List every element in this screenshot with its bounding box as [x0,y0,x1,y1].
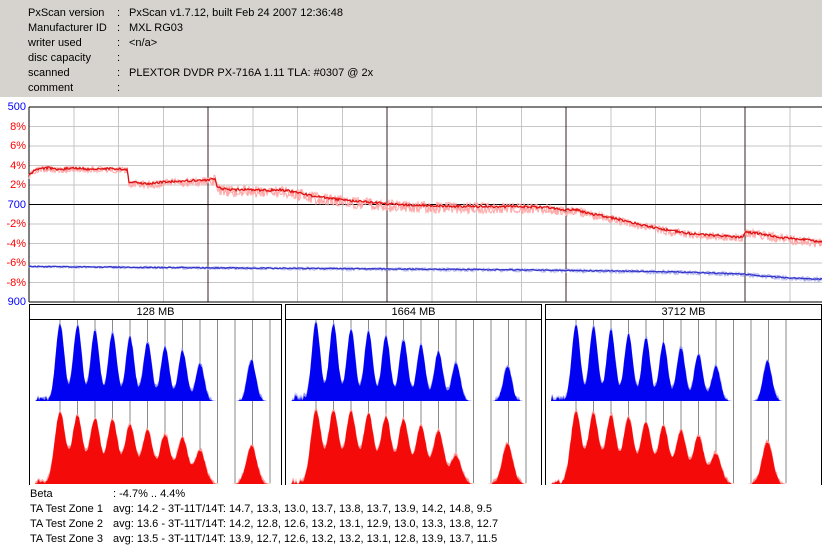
stats-row: TA Test Zone 3 avg: 13.5 - 3T-11T/14T: 13… [0,533,822,548]
y-axis-label: 2% [10,179,26,191]
info-label: disc capacity [28,52,91,64]
y-axis-label: -2% [6,218,26,230]
stats-value: avg: 13.5 - 3T-11T/14T: 13.9, 12.7, 12.6… [113,533,498,545]
hist-red-1 [288,410,540,484]
y-axis-label: 900 [7,296,26,308]
y-axis-label: 8% [10,120,26,133]
y-axis-label: -8% [6,276,26,289]
info-row: PxScan version: PxScan v1.7.12, built Feb… [0,7,822,22]
stats-value: avg: 13.6 - 3T-11T/14T: 14.2, 12.8, 12.6… [113,518,499,530]
stats-label: TA Test Zone 2 [30,518,103,530]
y-axis-label: 500 [7,101,26,113]
stats-label: TA Test Zone 1 [30,503,103,515]
info-row: Manufacturer ID: MXL RG03 [0,22,822,37]
info-row: scanned: PLEXTOR DVDR PX-716A 1.11 TLA: #… [0,67,822,82]
histogram-panel-header: 128 MB [29,304,282,320]
stats-row: TA Test Zone 1 avg: 14.2 - 3T-11T/14T: 14… [0,503,822,518]
info-row: comment: [0,82,822,97]
info-colon: : [117,52,121,64]
stats-label: TA Test Zone 3 [30,533,103,545]
info-colon: : [117,82,121,94]
stats-row: Beta : -4.7% .. 4.4% [0,488,822,503]
hist-red-2 [548,411,820,484]
histogram-panel-header: 3712 MB [545,304,822,320]
info-label: scanned [28,67,70,79]
summary-stats: Beta : -4.7% .. 4.4% TA Test Zone 1 avg: 14… [0,488,822,548]
stats-value: avg: 14.2 - 3T-11T/14T: 14.7, 13.3, 13.0… [113,503,492,515]
stats-value: : -4.7% .. 4.4% [113,488,186,500]
info-colon: : [117,7,121,19]
info-colon: : [117,22,121,34]
info-colon: : [117,37,121,49]
histogram-panel-header: 1664 MB [285,304,542,320]
beta-trace-fuzz [28,164,822,248]
hist-red-0 [32,412,280,484]
y-axis-label: 6% [10,140,26,152]
hist-blue-0 [32,323,280,401]
secondary-trace-core [28,265,822,281]
info-row: disc capacity: [0,52,822,67]
info-label: comment [28,82,74,94]
info-value: PxScan v1.7.12, built Feb 24 2007 12:36:… [129,7,344,19]
info-value: <n/a> [129,37,158,49]
hist-blue-1 [288,322,540,401]
y-axis-label: 4% [10,159,26,172]
scan-info-panel: PxScan version: PxScan v1.7.12, built Feb… [0,0,822,97]
hist-blue-2 [548,325,820,401]
y-axis-label: -6% [6,257,26,269]
info-value: PLEXTOR DVDR PX-716A 1.11 TLA: #0307 @ 2… [129,67,374,79]
stats-label: Beta [30,488,53,500]
y-axis-label: -4% [6,237,26,250]
info-label: Manufacturer ID [28,22,107,34]
info-value: MXL RG03 [129,22,184,34]
stats-row: TA Test Zone 2 avg: 13.6 - 3T-11T/14T: 14… [0,518,822,533]
beta-trace-core [28,166,822,244]
info-label: writer used [28,37,82,49]
info-colon: : [117,67,121,79]
info-label: PxScan version [28,7,105,19]
info-row: writer used: <n/a> [0,37,822,52]
y-axis-label: 700 [7,198,26,211]
